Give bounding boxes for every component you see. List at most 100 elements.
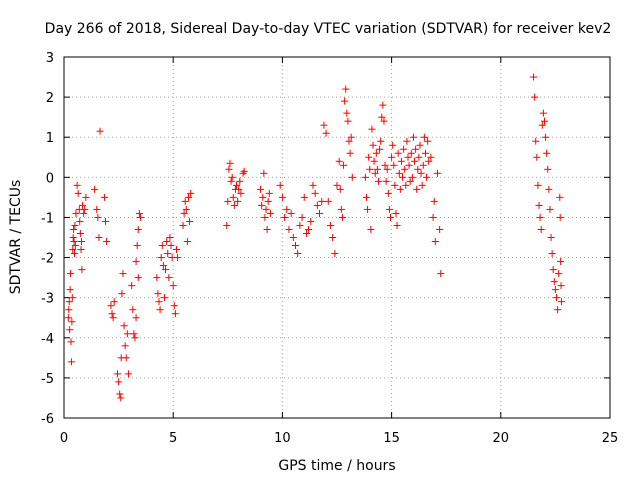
data-point	[171, 310, 179, 318]
data-point	[69, 234, 77, 241]
data-point	[371, 169, 379, 177]
data-point	[415, 153, 423, 161]
data-point	[67, 270, 75, 278]
data-point	[287, 209, 295, 217]
data-point	[278, 193, 286, 201]
data-point	[172, 246, 180, 254]
y-tick-label: -2	[41, 252, 54, 267]
data-point	[427, 153, 435, 161]
data-point	[101, 217, 109, 225]
data-point	[78, 266, 86, 274]
data-point	[383, 165, 391, 173]
data-point	[179, 221, 187, 229]
data-point	[309, 181, 317, 189]
data-point	[116, 390, 124, 398]
data-point	[259, 193, 267, 201]
data-point	[285, 225, 293, 233]
data-point	[77, 246, 85, 254]
data-point	[258, 201, 266, 209]
data-point	[414, 165, 422, 173]
data-point	[405, 161, 413, 169]
data-point	[226, 159, 234, 167]
data-point	[156, 306, 164, 314]
data-point	[320, 121, 328, 129]
data-point	[82, 193, 90, 201]
data-point	[153, 274, 161, 282]
data-point	[118, 290, 126, 298]
data-point	[388, 153, 396, 161]
data-point	[95, 234, 103, 241]
data-point	[305, 225, 313, 233]
data-point	[543, 149, 551, 157]
data-point	[399, 173, 407, 181]
y-tick-label: -1	[41, 211, 54, 226]
data-point	[394, 149, 402, 157]
data-point	[329, 234, 337, 241]
data-point	[540, 117, 548, 125]
y-axis-label: SDTVAR / TECUs	[8, 180, 24, 295]
data-point	[544, 165, 552, 173]
data-point	[100, 193, 108, 201]
data-point	[369, 141, 377, 149]
data-points	[64, 73, 566, 402]
y-axis: -6 -5 -4 -3 -2 -1 0 1 2 3	[41, 51, 610, 427]
data-point	[376, 145, 384, 153]
data-point	[391, 181, 399, 189]
data-point	[345, 137, 353, 145]
y-tick-label: 1	[46, 131, 54, 146]
data-point	[96, 127, 104, 135]
data-point	[164, 250, 172, 258]
data-point	[436, 225, 444, 233]
data-point	[121, 342, 129, 350]
data-point	[289, 234, 297, 241]
data-point	[70, 238, 78, 246]
data-point	[182, 205, 190, 213]
data-point	[433, 169, 441, 177]
data-point	[387, 213, 395, 221]
data-point	[347, 133, 355, 141]
plot-frame	[63, 56, 611, 419]
data-point	[364, 205, 372, 213]
data-point	[162, 266, 170, 274]
y-tick-label: -5	[41, 372, 54, 387]
y-tick-label: -3	[41, 292, 54, 307]
data-point	[404, 153, 412, 161]
data-point	[265, 189, 273, 197]
data-point	[536, 213, 544, 221]
data-point	[74, 189, 82, 197]
data-point	[70, 225, 78, 233]
data-point	[160, 294, 168, 302]
data-point	[237, 189, 245, 197]
data-point	[260, 169, 268, 177]
data-point	[223, 221, 231, 229]
data-point	[129, 306, 137, 314]
data-point	[368, 125, 376, 133]
data-point	[266, 209, 274, 217]
data-point	[341, 97, 349, 105]
data-point	[550, 278, 558, 286]
data-point	[66, 326, 74, 334]
data-point	[227, 177, 235, 185]
y-tick-label: -4	[41, 332, 54, 347]
data-point	[158, 242, 166, 250]
data-point	[534, 181, 542, 189]
data-point	[130, 330, 138, 338]
data-point	[236, 177, 244, 185]
data-point	[124, 370, 132, 378]
data-point	[537, 225, 545, 233]
data-point	[64, 314, 72, 322]
data-point	[430, 197, 438, 205]
data-point	[322, 129, 330, 137]
data-point	[372, 149, 380, 157]
data-point	[123, 330, 131, 338]
data-point	[340, 161, 348, 169]
data-point	[344, 117, 352, 125]
data-point	[183, 238, 191, 246]
data-point	[70, 250, 78, 258]
data-point	[421, 149, 429, 157]
data-point	[348, 173, 356, 181]
x-axis-label: GPS time / hours	[278, 458, 395, 474]
data-point	[132, 258, 140, 266]
data-point	[530, 73, 538, 81]
y-tick-label: 2	[46, 91, 54, 106]
